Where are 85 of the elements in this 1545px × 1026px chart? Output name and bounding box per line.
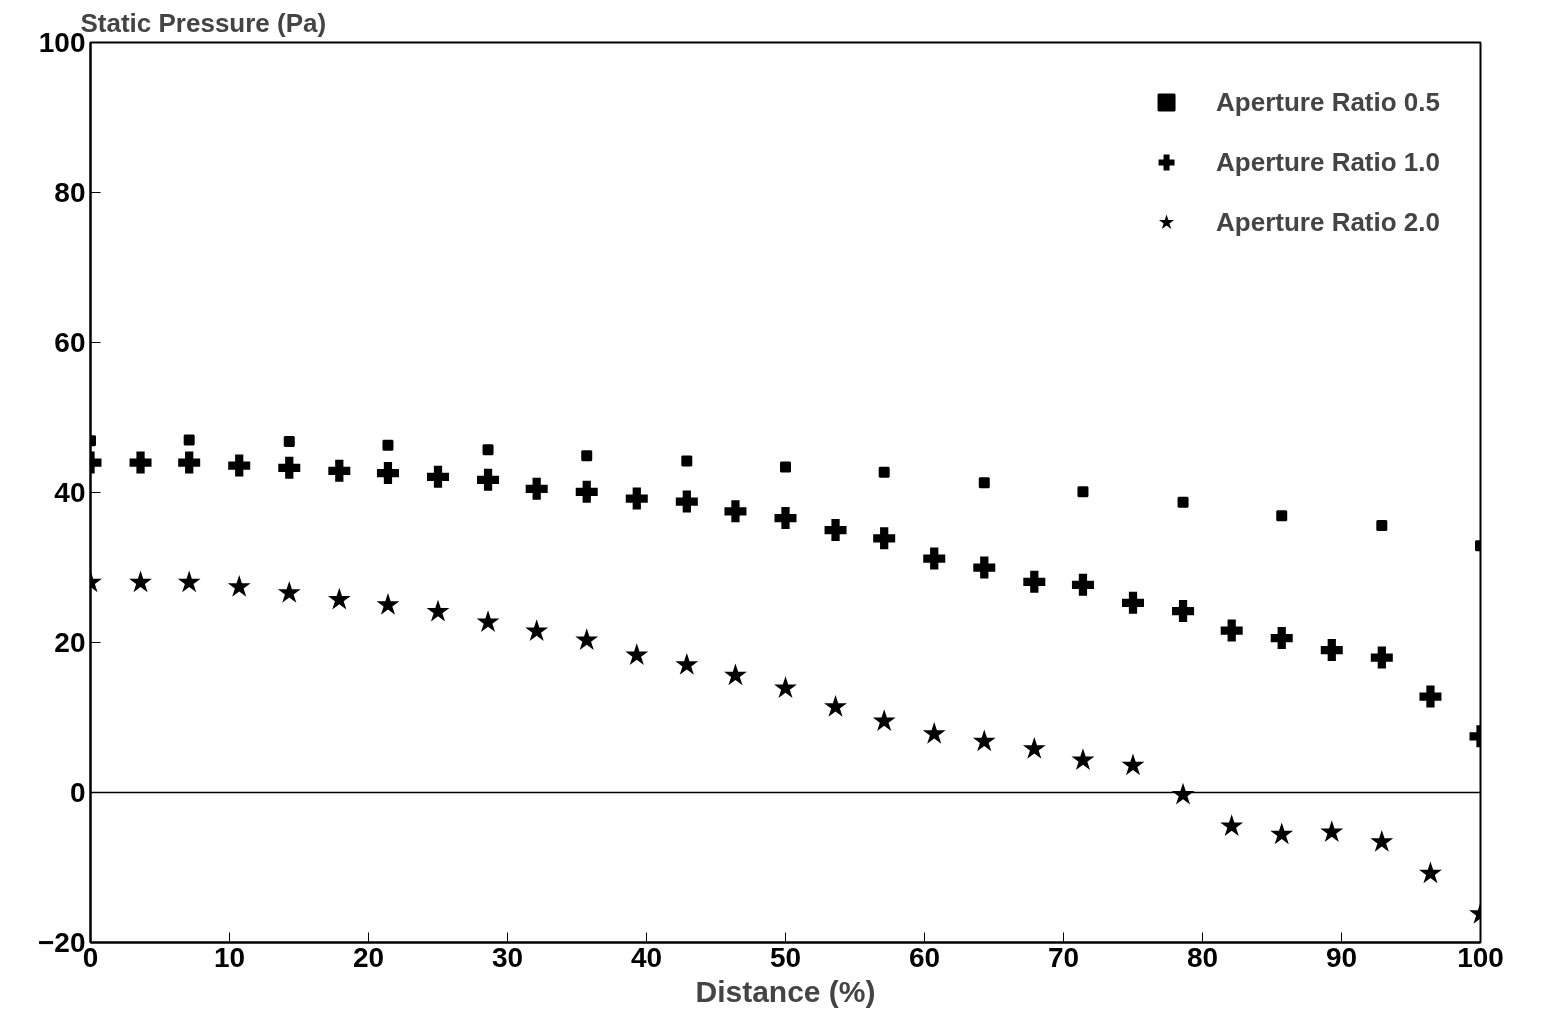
point xyxy=(625,643,649,665)
x-tick-label: 40 xyxy=(630,941,663,973)
point xyxy=(1121,753,1145,776)
y-tick-label: 80 xyxy=(54,177,86,208)
point xyxy=(972,729,996,752)
point xyxy=(525,477,548,500)
point xyxy=(283,436,295,447)
x-axis-title: Distance (%) xyxy=(695,974,876,1008)
point xyxy=(1122,591,1144,614)
point xyxy=(1023,570,1046,593)
legend-label: Aperture Ratio 2.0 xyxy=(1216,206,1440,238)
point xyxy=(873,527,896,550)
point xyxy=(1270,627,1293,649)
point xyxy=(675,490,698,513)
point xyxy=(724,663,747,686)
x-tick-label: 90 xyxy=(1325,941,1358,973)
point xyxy=(1022,737,1046,759)
x-tick-label: 80 xyxy=(1186,941,1219,973)
point xyxy=(1370,646,1393,669)
point xyxy=(177,570,201,593)
point xyxy=(1220,619,1243,642)
x-tick-label: 60 xyxy=(908,941,941,973)
point xyxy=(872,709,896,731)
point xyxy=(278,456,301,479)
point xyxy=(525,619,549,641)
point xyxy=(376,462,399,484)
x-tick-label: 10 xyxy=(213,941,246,973)
point xyxy=(1276,510,1288,522)
point xyxy=(625,487,648,510)
point xyxy=(1419,685,1442,708)
point xyxy=(183,434,195,446)
point xyxy=(681,455,693,467)
point xyxy=(1376,520,1388,531)
point xyxy=(482,444,494,456)
point xyxy=(1071,748,1095,770)
x-tick-label: 30 xyxy=(491,941,524,973)
point xyxy=(277,581,301,603)
point xyxy=(427,465,449,488)
point xyxy=(328,459,351,482)
point xyxy=(129,570,152,593)
x-tick-label: 70 xyxy=(1047,941,1080,973)
legend-label: Aperture Ratio 0.5 xyxy=(1216,86,1440,118)
x-tick-label: 100 xyxy=(1457,941,1504,973)
point xyxy=(382,439,394,451)
legend-label: Aperture Ratio 1.0 xyxy=(1216,146,1440,178)
point xyxy=(129,451,152,474)
point xyxy=(178,451,201,474)
point xyxy=(376,593,400,615)
point xyxy=(978,477,990,489)
point xyxy=(1419,861,1442,884)
point xyxy=(1071,573,1094,596)
point xyxy=(1172,600,1195,622)
point xyxy=(1320,820,1344,842)
point xyxy=(780,461,791,473)
point xyxy=(724,500,747,523)
point xyxy=(878,466,890,478)
x-tick-label: 50 xyxy=(769,941,802,973)
y-tick-label: 0 xyxy=(69,777,86,808)
point xyxy=(228,454,251,477)
point xyxy=(581,450,593,462)
point xyxy=(1270,822,1294,845)
point xyxy=(575,628,599,650)
point xyxy=(1320,639,1343,661)
point xyxy=(973,556,996,579)
point xyxy=(1077,486,1089,498)
y-tick-label: 20 xyxy=(54,627,86,658)
point xyxy=(774,676,797,698)
point xyxy=(1370,830,1394,852)
point xyxy=(575,480,598,503)
point xyxy=(824,519,847,541)
point xyxy=(477,468,500,491)
point xyxy=(675,653,699,675)
x-tick-label: 20 xyxy=(352,941,385,973)
point xyxy=(1177,496,1189,508)
point xyxy=(476,610,500,632)
point xyxy=(922,722,946,744)
point xyxy=(923,547,946,570)
point xyxy=(824,695,847,717)
point xyxy=(774,507,797,529)
y-tick-label: 40 xyxy=(54,477,86,508)
point xyxy=(1220,814,1244,836)
y-tick-label: 60 xyxy=(54,327,86,358)
point xyxy=(227,575,251,597)
point xyxy=(327,587,351,610)
point xyxy=(426,599,450,622)
